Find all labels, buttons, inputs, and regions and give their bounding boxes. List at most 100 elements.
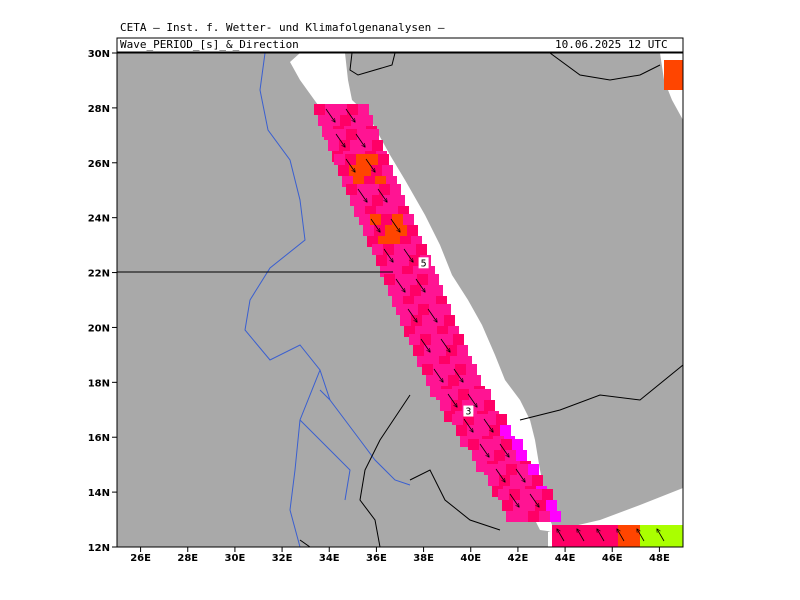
period-cell xyxy=(405,244,416,255)
period-cell xyxy=(356,154,367,165)
period-cell xyxy=(350,195,361,206)
lon-tick-label: 34E xyxy=(319,553,340,564)
period-cell xyxy=(483,450,494,461)
wave-direction-arrow xyxy=(577,529,585,542)
wave-direction-arrow xyxy=(637,529,645,542)
wave-direction-arrow xyxy=(509,493,519,507)
parameter-label: Wave_PERIOD_[s]_&_Direction xyxy=(120,38,299,51)
period-cell xyxy=(489,425,500,436)
period-cell xyxy=(418,304,429,315)
period-cell xyxy=(574,541,585,547)
wave-direction-arrow xyxy=(325,108,335,122)
period-cell xyxy=(437,375,448,386)
period-cell xyxy=(460,436,471,447)
period-cell xyxy=(509,489,520,500)
period-cell xyxy=(342,176,353,187)
period-cell xyxy=(466,364,477,375)
period-cell xyxy=(350,140,361,151)
period-cell xyxy=(407,304,418,315)
period-cell xyxy=(336,104,347,115)
period-cell xyxy=(485,414,496,425)
wave-direction-arrow xyxy=(357,188,367,202)
period-cell xyxy=(550,511,561,522)
period-cell xyxy=(404,326,415,337)
period-cell xyxy=(618,525,629,533)
period-cell xyxy=(396,304,407,315)
wave-direction-arrow xyxy=(447,393,457,407)
lat-tick-label: 12N xyxy=(88,543,110,554)
period-cell xyxy=(451,400,462,411)
period-cell xyxy=(365,206,376,217)
period-cell xyxy=(368,129,379,140)
period-cell xyxy=(448,375,459,386)
period-cell xyxy=(409,334,420,345)
period-cell xyxy=(428,274,439,285)
country-border xyxy=(359,394,411,547)
period-cell xyxy=(539,511,550,522)
wave-direction-arrow xyxy=(467,393,477,407)
period-cell xyxy=(416,244,427,255)
period-cell xyxy=(500,425,511,436)
period-cell xyxy=(398,255,409,266)
period-cell xyxy=(618,533,629,541)
lon-tick-label: 36E xyxy=(366,553,387,564)
period-cell xyxy=(394,244,405,255)
period-cell xyxy=(596,525,607,533)
period-cell xyxy=(492,486,503,497)
period-cell xyxy=(413,345,424,356)
period-cell xyxy=(528,464,539,475)
period-cell xyxy=(456,425,467,436)
period-cell xyxy=(376,255,387,266)
period-cell xyxy=(552,533,563,541)
wave-direction-arrow xyxy=(407,308,417,322)
period-cell xyxy=(444,315,455,326)
period-cell xyxy=(546,500,557,511)
period-cell xyxy=(407,225,418,236)
lat-tick-label: 14N xyxy=(88,488,110,499)
period-cell xyxy=(463,414,474,425)
lon-tick-label: 42E xyxy=(508,553,529,564)
period-cell xyxy=(346,184,357,195)
period-cell xyxy=(403,214,414,225)
period-cell xyxy=(618,541,629,547)
period-cell xyxy=(387,255,398,266)
contour-label-bg xyxy=(418,257,429,269)
lat-tick-label: 20N xyxy=(88,323,110,334)
period-cell xyxy=(455,364,466,375)
period-cell xyxy=(386,176,397,187)
period-cell xyxy=(360,165,371,176)
wave-direction-arrow xyxy=(427,308,437,322)
period-cell xyxy=(552,541,563,547)
wave-direction-arrow xyxy=(355,133,365,147)
period-cell xyxy=(513,500,524,511)
period-cell xyxy=(324,129,335,140)
period-cell xyxy=(329,115,340,126)
period-cell xyxy=(528,511,539,522)
period-cell xyxy=(328,140,339,151)
contour-label: 3 xyxy=(465,407,471,418)
period-cell xyxy=(607,525,618,533)
period-cell xyxy=(411,315,422,326)
period-cell xyxy=(629,525,640,533)
wave-direction-arrow xyxy=(345,108,355,122)
period-cell xyxy=(374,225,385,236)
period-cell xyxy=(506,511,517,522)
period-cell xyxy=(484,400,495,411)
period-cell xyxy=(391,266,402,277)
period-cell xyxy=(453,334,464,345)
period-cell xyxy=(574,533,585,541)
lat-tick-label: 28N xyxy=(88,104,110,115)
period-cell xyxy=(502,500,513,511)
period-cell xyxy=(414,296,425,307)
period-cell xyxy=(517,511,528,522)
period-cell xyxy=(651,541,662,547)
period-cell xyxy=(662,533,673,541)
period-cell xyxy=(505,450,516,461)
period-cell xyxy=(351,115,362,126)
period-cell xyxy=(629,541,640,547)
period-cell xyxy=(415,326,426,337)
period-cell xyxy=(640,533,651,541)
period-cell xyxy=(318,115,329,126)
period-cell xyxy=(375,176,386,187)
period-cell xyxy=(444,364,455,375)
